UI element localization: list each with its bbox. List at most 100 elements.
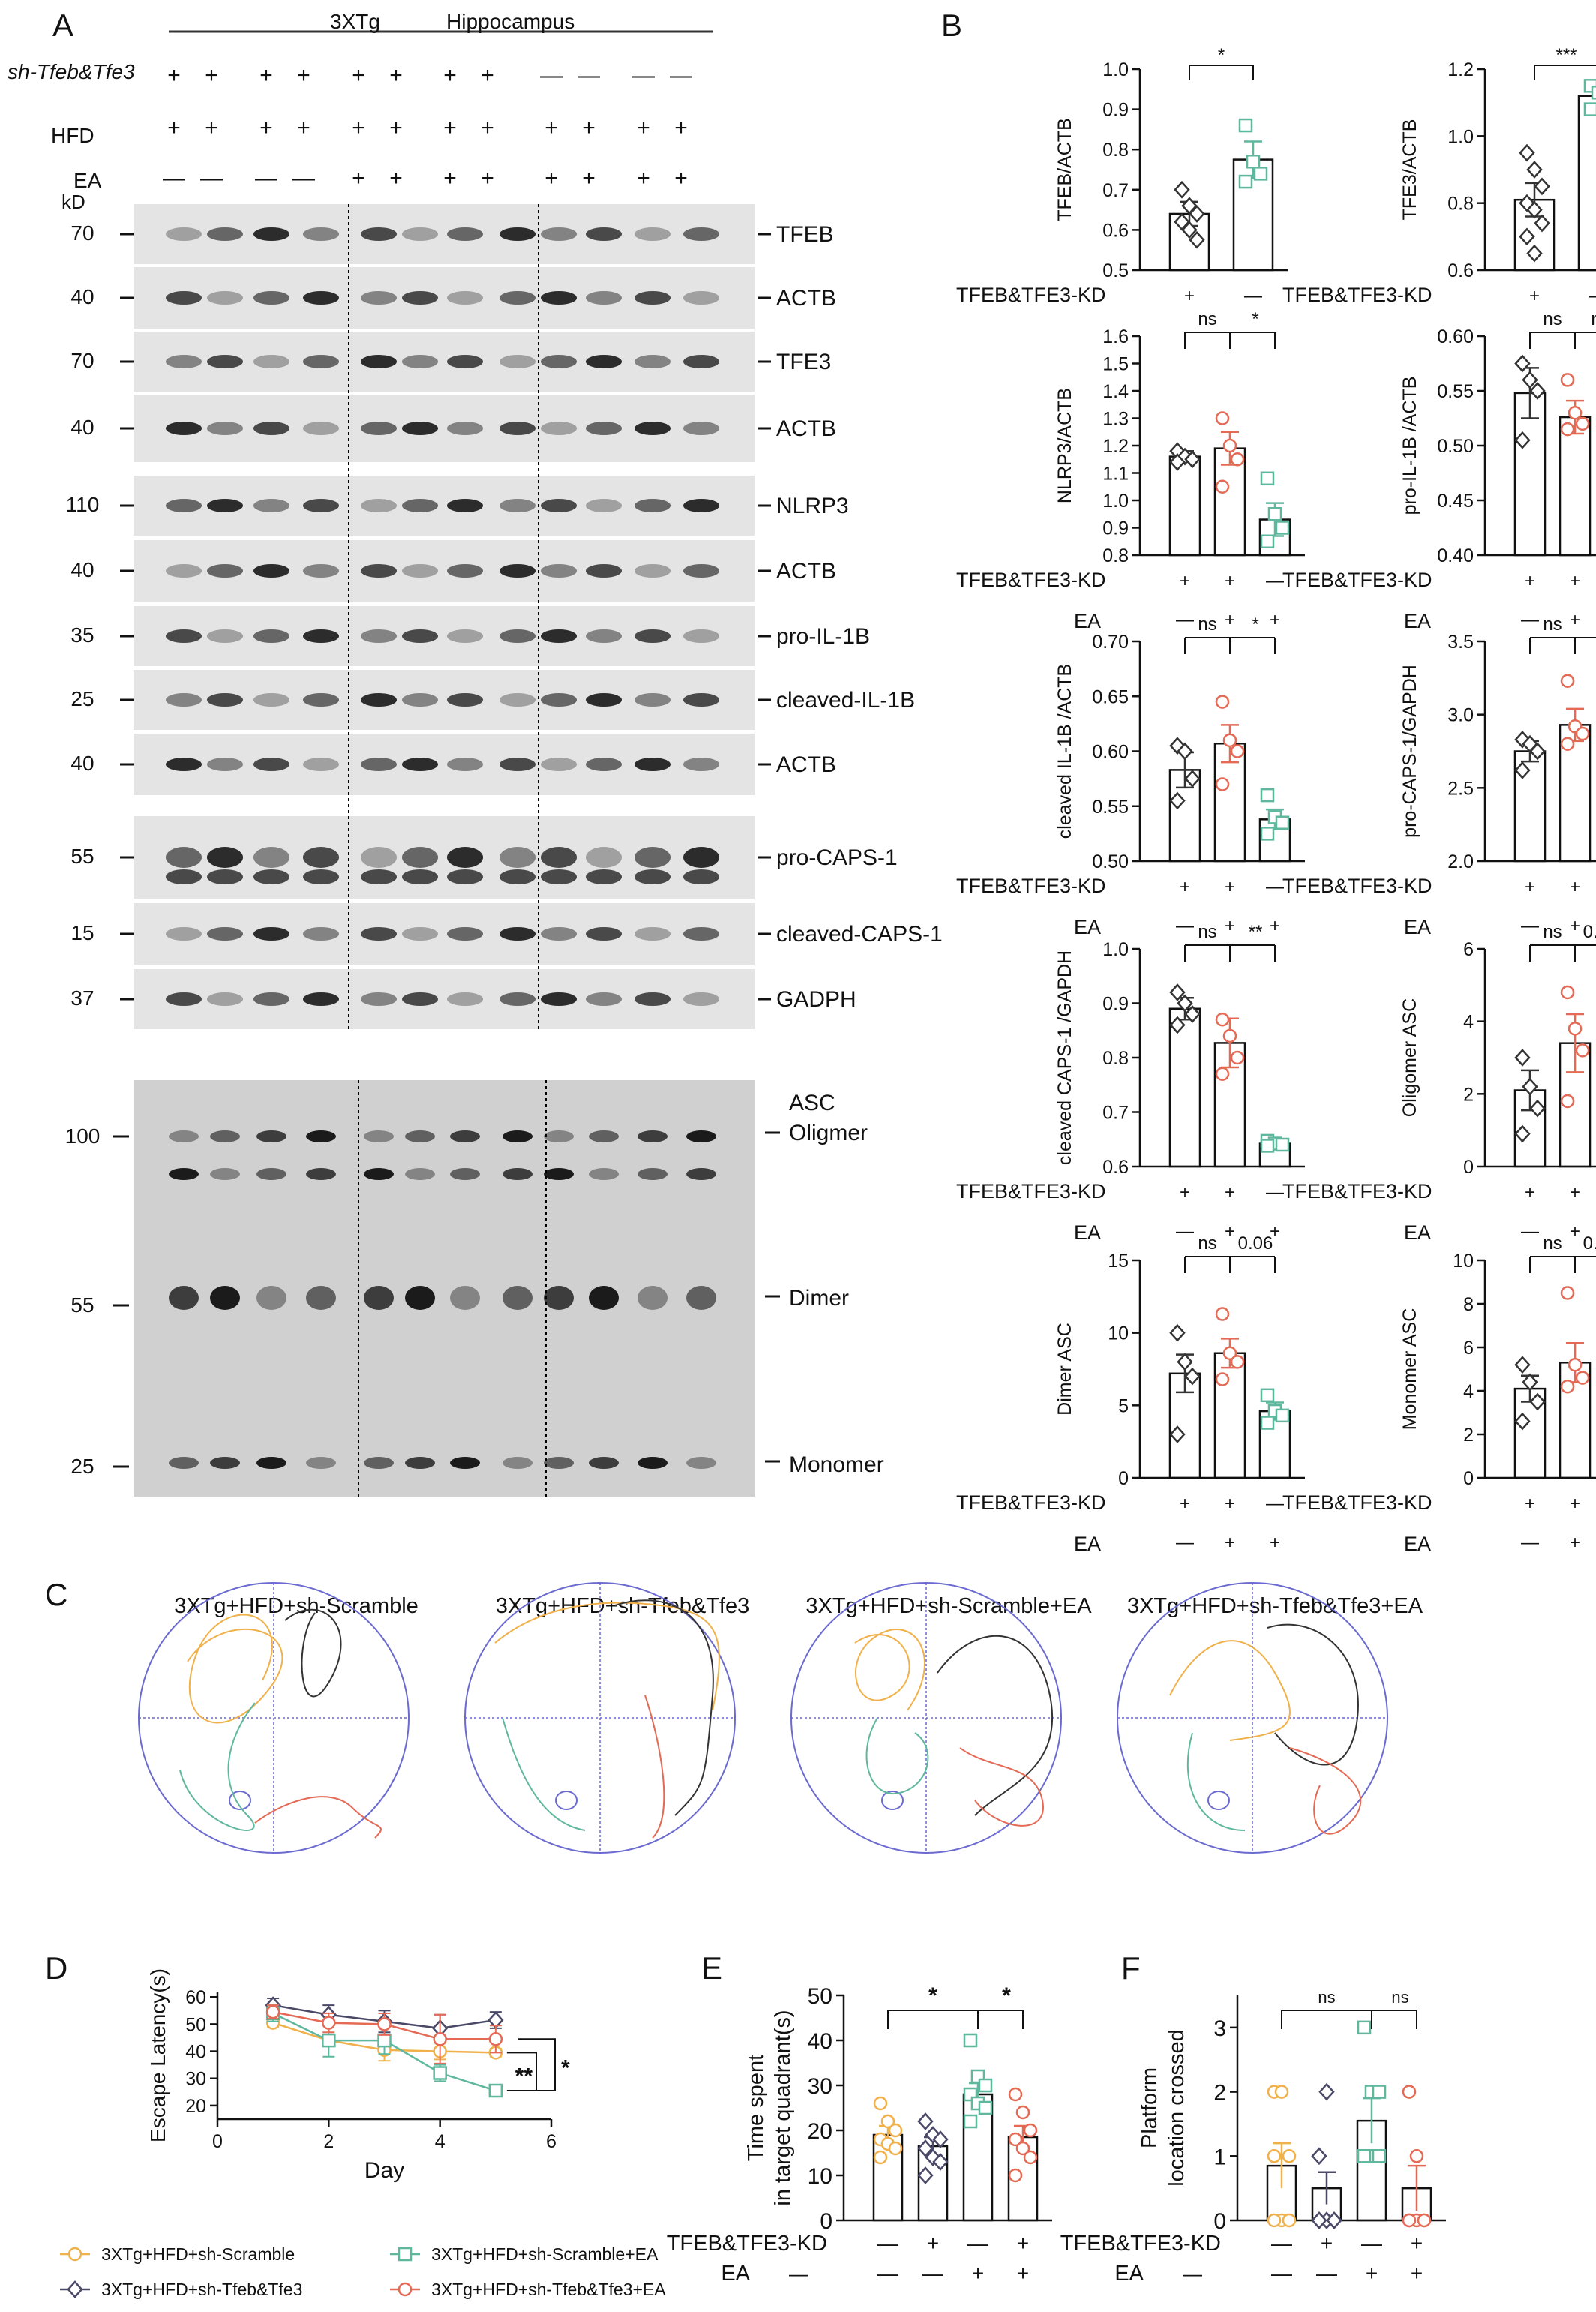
bar-chart: 0.40 0.45 0.50 0.55 0.60 pro-IL-1B /ACTB ns ns T… xyxy=(1282,309,1596,632)
swim-track xyxy=(179,1702,256,1831)
blot-band xyxy=(361,291,397,305)
blot-band xyxy=(634,629,670,643)
blot-band xyxy=(541,629,577,643)
y-tick-label: 0.55 xyxy=(1437,381,1474,402)
y-tick-label: 2.5 xyxy=(1448,778,1474,799)
y-tick-label: 1.1 xyxy=(1102,464,1129,485)
y-tick-label: 10 xyxy=(1108,1323,1129,1344)
y-tick-label: 1.0 xyxy=(1448,126,1474,147)
blot-band xyxy=(500,499,536,512)
y-tick-label: 0.9 xyxy=(1102,994,1129,1015)
data-point xyxy=(1275,1408,1290,1423)
asc-band xyxy=(405,1457,435,1469)
y-tick-label: 1.2 xyxy=(1102,436,1129,457)
y-tick-label: 1.4 xyxy=(1102,381,1129,402)
data-point xyxy=(1514,1412,1531,1431)
blot-band xyxy=(586,927,622,941)
blot-band xyxy=(303,992,339,1006)
sig-label: ns xyxy=(1318,1988,1335,2007)
maze-title: 3XTg+HFD+sh-Scramble+EA xyxy=(806,1594,1092,1618)
blot-header-tissue: Hippocampus xyxy=(446,10,574,33)
bar-chart: 0.50 0.55 0.60 0.65 0.70 cleaved IL-1B /ACTB n… xyxy=(956,614,1305,938)
blot-band xyxy=(207,422,243,435)
asc-western-blot: 100 55 25 ASC Oligmer Dimer Monomer xyxy=(65,1080,884,1497)
sig-label: * xyxy=(1252,309,1258,329)
sig-label: ns xyxy=(1198,922,1216,942)
data-point xyxy=(1181,221,1198,239)
treatment-sign: + xyxy=(637,116,650,140)
ea-sign: — xyxy=(1176,1533,1194,1553)
data-point xyxy=(1230,1050,1245,1065)
swim-track xyxy=(644,1695,665,1839)
treatment-sign: + xyxy=(260,116,273,140)
data-point xyxy=(1326,2211,1342,2229)
data-point xyxy=(1174,180,1190,199)
data-point xyxy=(888,2123,903,2138)
blot-band xyxy=(500,847,536,868)
blot-band xyxy=(402,847,438,868)
ea-sign: — xyxy=(1176,610,1194,630)
data-point xyxy=(488,2083,503,2098)
asc-band xyxy=(306,1168,336,1180)
treatment-sign: + xyxy=(674,166,688,191)
treatment-sign: + xyxy=(297,63,310,88)
row-label-kd: TFEB&TFE3-KD xyxy=(956,284,1106,306)
blot-band xyxy=(683,227,719,241)
blot-band xyxy=(303,847,339,868)
blot-band xyxy=(683,291,719,305)
data-point xyxy=(1560,737,1575,751)
kd-sign: + xyxy=(1225,1182,1235,1203)
row-label-ea: EA xyxy=(1404,1221,1431,1244)
kd-sign: — xyxy=(1361,2232,1382,2255)
y-tick-label: 2.0 xyxy=(1448,851,1474,872)
sig-label: ns xyxy=(1543,614,1562,635)
blot-band xyxy=(541,847,577,868)
blot-band xyxy=(447,758,483,771)
data-point xyxy=(1311,2147,1328,2166)
x-axis-label: Day xyxy=(364,2158,404,2183)
y-axis-label: Dimer ASC xyxy=(1054,1323,1076,1416)
y-tick-label: 60 xyxy=(185,1987,206,2008)
y-tick-label: 5 xyxy=(1118,1395,1129,1416)
data-point xyxy=(963,2114,978,2129)
y-tick-label: 3.0 xyxy=(1448,705,1474,726)
data-point xyxy=(322,2033,336,2048)
data-point xyxy=(1267,2213,1282,2228)
panel-label-e: E xyxy=(701,1950,722,1986)
ea-sign: + xyxy=(1017,2262,1029,2285)
treatment-sign: + xyxy=(352,116,365,140)
band-label: Dimer xyxy=(789,1286,849,1311)
data-point xyxy=(1184,1005,1201,1023)
asc-band xyxy=(686,1457,716,1469)
y-tick-label: 0.50 xyxy=(1092,851,1129,872)
data-point xyxy=(917,2112,934,2130)
data-point xyxy=(1246,155,1261,169)
blot-band xyxy=(634,355,670,368)
data-point xyxy=(1184,770,1201,788)
data-point xyxy=(1230,1355,1245,1369)
blot-band xyxy=(207,499,243,512)
asc-band xyxy=(686,1286,716,1310)
blot-band xyxy=(447,499,483,512)
row-label-kd: TFEB&TFE3-KD xyxy=(1282,569,1432,591)
ea-sign: — xyxy=(1521,1221,1539,1242)
data-point xyxy=(1402,2213,1417,2228)
blot-band xyxy=(634,758,670,771)
band-label: cleaved-CAPS-1 xyxy=(776,922,943,947)
band-label: ACTB xyxy=(776,752,836,777)
line-series xyxy=(265,1996,504,2043)
ea-sign: + xyxy=(972,2262,984,2285)
x-tick-label: 6 xyxy=(546,2131,556,2152)
data-point xyxy=(917,2166,934,2184)
data-point xyxy=(1215,1372,1230,1386)
asc-band xyxy=(502,1130,532,1142)
data-point xyxy=(1534,177,1550,196)
blot-band xyxy=(166,927,202,941)
sig-label: ** xyxy=(515,2064,533,2089)
sig-bracket xyxy=(1534,65,1596,80)
ea-sign: — xyxy=(1271,2262,1292,2285)
blot-band xyxy=(541,927,577,941)
